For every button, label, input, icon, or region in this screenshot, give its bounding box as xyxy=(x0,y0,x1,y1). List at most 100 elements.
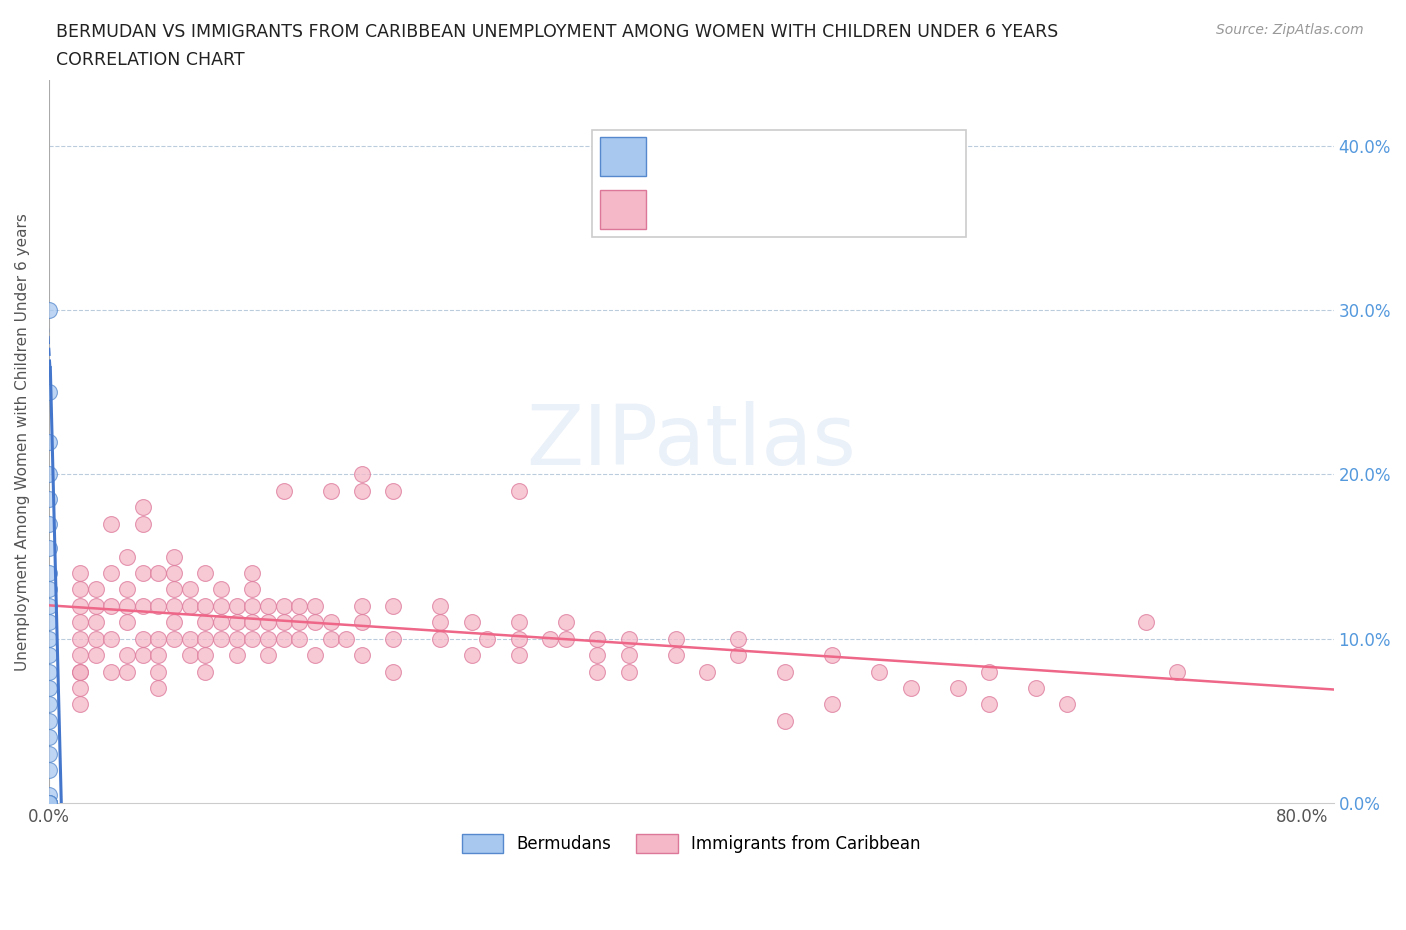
Point xyxy=(38,796,60,811)
Point xyxy=(288,599,311,614)
Point xyxy=(1135,615,1157,630)
Point xyxy=(38,796,60,811)
Point xyxy=(38,565,60,580)
Point xyxy=(38,648,60,663)
Point xyxy=(69,698,91,712)
Point xyxy=(148,664,170,679)
Point xyxy=(429,615,451,630)
Point xyxy=(38,796,60,811)
Point xyxy=(225,615,247,630)
Point xyxy=(38,582,60,597)
Point xyxy=(946,681,969,696)
Point xyxy=(38,763,60,777)
Point xyxy=(821,698,844,712)
Point xyxy=(115,615,138,630)
Point xyxy=(38,681,60,696)
Point xyxy=(773,713,796,728)
Point xyxy=(38,664,60,679)
Point xyxy=(288,615,311,630)
Point xyxy=(696,664,718,679)
Point xyxy=(84,599,107,614)
Point xyxy=(115,664,138,679)
Point xyxy=(38,796,60,811)
Point xyxy=(900,681,922,696)
Point xyxy=(148,599,170,614)
Y-axis label: Unemployment Among Women with Children Under 6 years: Unemployment Among Women with Children U… xyxy=(15,213,30,671)
Legend: Bermudans, Immigrants from Caribbean: Bermudans, Immigrants from Caribbean xyxy=(454,828,928,860)
Point xyxy=(304,648,326,663)
Point xyxy=(100,565,122,580)
Point xyxy=(69,599,91,614)
Text: ZIPatlas: ZIPatlas xyxy=(526,401,856,482)
Point xyxy=(508,615,530,630)
Point xyxy=(508,631,530,646)
Point xyxy=(38,516,60,531)
Point xyxy=(84,582,107,597)
Point xyxy=(100,664,122,679)
Point xyxy=(115,599,138,614)
Point xyxy=(38,492,60,507)
Point xyxy=(163,565,186,580)
Point xyxy=(209,599,232,614)
Point xyxy=(382,664,405,679)
Point xyxy=(977,698,1000,712)
Point xyxy=(209,582,232,597)
Point xyxy=(38,747,60,762)
Point xyxy=(586,631,609,646)
Point xyxy=(273,599,295,614)
Point xyxy=(508,484,530,498)
Point xyxy=(100,599,122,614)
Point xyxy=(163,582,186,597)
Point xyxy=(586,648,609,663)
Point xyxy=(194,664,217,679)
Point xyxy=(242,565,264,580)
Point xyxy=(84,648,107,663)
Point xyxy=(69,648,91,663)
Point xyxy=(132,516,155,531)
Point xyxy=(38,730,60,745)
Point xyxy=(132,500,155,515)
Point xyxy=(38,698,60,712)
Point xyxy=(225,648,247,663)
Point xyxy=(273,484,295,498)
Point xyxy=(664,648,686,663)
Point xyxy=(257,599,280,614)
Point xyxy=(352,467,374,482)
Point xyxy=(977,664,1000,679)
Point xyxy=(38,434,60,449)
Point xyxy=(868,664,890,679)
Text: BERMUDAN VS IMMIGRANTS FROM CARIBBEAN UNEMPLOYMENT AMONG WOMEN WITH CHILDREN UND: BERMUDAN VS IMMIGRANTS FROM CARIBBEAN UN… xyxy=(56,23,1059,41)
Point xyxy=(179,599,201,614)
Point xyxy=(664,631,686,646)
Point xyxy=(319,631,342,646)
Point xyxy=(352,615,374,630)
Point xyxy=(69,681,91,696)
Point xyxy=(69,615,91,630)
Point xyxy=(38,467,60,482)
Point xyxy=(352,484,374,498)
Point xyxy=(617,664,640,679)
Point xyxy=(257,631,280,646)
Point xyxy=(38,796,60,811)
Point xyxy=(69,631,91,646)
Point xyxy=(100,631,122,646)
Point xyxy=(163,615,186,630)
Point xyxy=(132,648,155,663)
Point xyxy=(38,541,60,556)
Point xyxy=(148,681,170,696)
Point xyxy=(727,648,749,663)
Point xyxy=(163,550,186,565)
Point xyxy=(115,582,138,597)
Point xyxy=(273,631,295,646)
Point xyxy=(132,599,155,614)
Point xyxy=(115,550,138,565)
Point xyxy=(242,582,264,597)
Point xyxy=(38,302,60,317)
Point xyxy=(209,615,232,630)
Point xyxy=(538,631,561,646)
Point xyxy=(69,664,91,679)
Point xyxy=(194,648,217,663)
Point xyxy=(69,582,91,597)
Point xyxy=(100,516,122,531)
Point xyxy=(617,631,640,646)
